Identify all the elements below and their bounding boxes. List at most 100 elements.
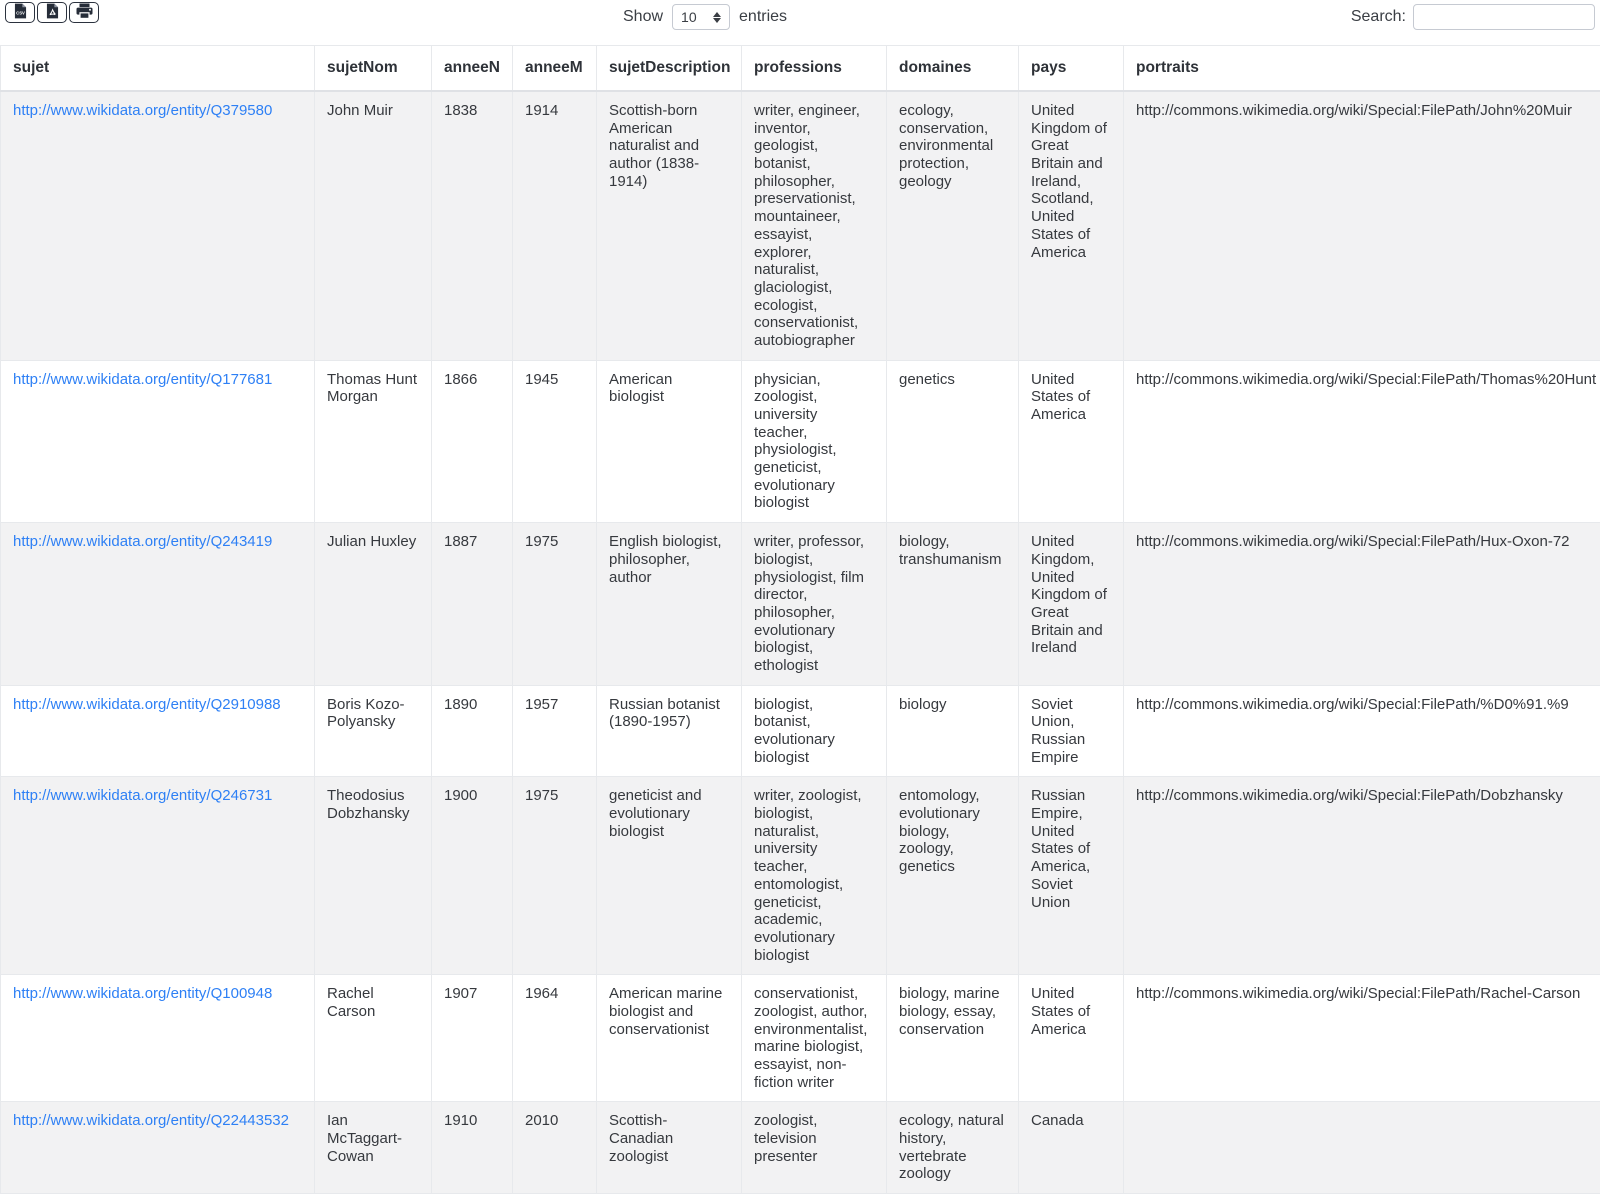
column-header-sujet[interactable]: sujet	[0, 45, 315, 92]
cell-pays: United Kingdom of Great Britain and Irel…	[1018, 90, 1124, 361]
cell-anneem: 1957	[512, 684, 597, 778]
entries-label: entries	[739, 8, 788, 25]
cell-portraits: http://commons.wikimedia.org/wiki/Specia…	[1123, 359, 1600, 524]
pdf-file-icon	[46, 3, 59, 22]
wikidata-entity-link[interactable]: http://www.wikidata.org/entity/Q2910988	[13, 695, 281, 713]
cell-portraits: http://commons.wikimedia.org/wiki/Specia…	[1123, 776, 1600, 976]
show-label: Show	[623, 8, 664, 25]
table-row: http://www.wikidata.org/entity/Q243419 Ju…	[0, 522, 1600, 686]
cell-anneen: 1866	[431, 359, 513, 524]
cell-sujetnom: Ian McTaggart-Cowan	[314, 1101, 432, 1195]
wikidata-entity-link[interactable]: http://www.wikidata.org/entity/Q243419	[13, 533, 273, 551]
wikidata-entity-link[interactable]: http://www.wikidata.org/entity/Q22443532	[13, 1112, 289, 1130]
cell-anneen: 1887	[431, 522, 513, 686]
cell-anneem: 1975	[512, 522, 597, 686]
cell-portraits: http://commons.wikimedia.org/wiki/Specia…	[1123, 684, 1600, 778]
cell-sujetnom: Rachel Carson	[314, 974, 432, 1103]
cell-professions: writer, engineer, inventor, geologist, b…	[741, 90, 887, 361]
column-header-sujetdescription[interactable]: sujetDescription	[596, 45, 742, 92]
cell-sujetdescription: American biologist	[596, 359, 742, 524]
page-length-control: Show 10 entries	[623, 4, 787, 30]
cell-sujet: http://www.wikidata.org/entity/Q177681	[0, 359, 315, 524]
search-label: Search:	[1350, 8, 1406, 25]
cell-pays: Soviet Union, Russian Empire	[1018, 684, 1124, 778]
cell-professions: zoologist, television presenter	[741, 1101, 887, 1195]
column-header-anneen[interactable]: anneeN	[431, 45, 513, 92]
svg-text:CSV: CSV	[16, 11, 25, 16]
cell-sujetdescription: American marine biologist and conservati…	[596, 974, 742, 1103]
wikidata-entity-link[interactable]: http://www.wikidata.org/entity/Q100948	[13, 985, 273, 1003]
column-header-domaines[interactable]: domaines	[886, 45, 1019, 92]
cell-domaines: ecology, conservation, environmental pro…	[886, 90, 1019, 361]
column-header-pays[interactable]: pays	[1018, 45, 1124, 92]
column-header-anneem[interactable]: anneeM	[512, 45, 597, 92]
cell-anneen: 1907	[431, 974, 513, 1103]
pdf-export-button[interactable]	[37, 2, 67, 23]
cell-sujetnom: Boris Kozo-Polyansky	[314, 684, 432, 778]
table-row: http://www.wikidata.org/entity/Q246731 Th…	[0, 776, 1600, 976]
cell-anneen: 1838	[431, 90, 513, 361]
cell-sujet: http://www.wikidata.org/entity/Q379580	[0, 90, 315, 361]
cell-sujetdescription: Scottish-born American naturalist and au…	[596, 90, 742, 361]
cell-anneen: 1890	[431, 684, 513, 778]
cell-domaines: biology, transhumanism	[886, 522, 1019, 686]
cell-portraits: http://commons.wikimedia.org/wiki/Specia…	[1123, 90, 1600, 361]
wikidata-entity-link[interactable]: http://www.wikidata.org/entity/Q379580	[13, 102, 273, 119]
cell-domaines: genetics	[886, 359, 1019, 524]
wikidata-entity-link[interactable]: http://www.wikidata.org/entity/Q246731	[13, 787, 273, 805]
table-row: http://www.wikidata.org/entity/Q379580 Jo…	[0, 90, 1600, 361]
cell-pays: United States of America	[1018, 974, 1124, 1103]
print-button[interactable]	[69, 2, 99, 23]
wikidata-entity-link[interactable]: http://www.wikidata.org/entity/Q177681	[13, 370, 273, 388]
column-header-professions[interactable]: professions	[741, 45, 887, 92]
cell-domaines: entomology, evolutionary biology, zoolog…	[886, 776, 1019, 976]
csv-file-icon: CSV	[14, 3, 27, 22]
select-arrows-icon	[713, 11, 722, 23]
cell-sujet: http://www.wikidata.org/entity/Q22443532	[0, 1101, 315, 1195]
column-header-portraits[interactable]: portraits	[1123, 45, 1600, 92]
printer-icon	[76, 3, 93, 22]
cell-sujetnom: Thomas Hunt Morgan	[314, 359, 432, 524]
search-control: Search:	[1351, 4, 1595, 30]
export-button-group: CSV	[5, 2, 99, 23]
column-header-sujetnom[interactable]: sujetNom	[314, 45, 432, 92]
cell-domaines: biology, marine biology, essay, conserva…	[886, 974, 1019, 1103]
page-length-value: 10	[681, 9, 697, 25]
cell-sujetdescription: English biologist, philosopher, author	[596, 522, 742, 686]
search-input[interactable]	[1413, 4, 1595, 30]
cell-sujetnom: Theodosius Dobzhansky	[314, 776, 432, 976]
cell-anneem: 1914	[512, 90, 597, 361]
cell-domaines: biology	[886, 684, 1019, 778]
cell-anneem: 2010	[512, 1101, 597, 1195]
cell-sujet: http://www.wikidata.org/entity/Q243419	[0, 522, 315, 686]
cell-anneen: 1900	[431, 776, 513, 976]
cell-pays: Canada	[1018, 1101, 1124, 1195]
cell-pays: United Kingdom, United Kingdom of Great …	[1018, 522, 1124, 686]
cell-sujetdescription: Scottish-Canadian zoologist	[596, 1101, 742, 1195]
cell-sujetnom: John Muir	[314, 90, 432, 361]
datatable-toolbar: CSV Sho	[0, 0, 1600, 45]
cell-sujet: http://www.wikidata.org/entity/Q246731	[0, 776, 315, 976]
cell-anneem: 1945	[512, 359, 597, 524]
cell-pays: United States of America	[1018, 359, 1124, 524]
cell-anneen: 1910	[431, 1101, 513, 1195]
cell-domaines: ecology, natural history, vertebrate zoo…	[886, 1101, 1019, 1195]
table-row: http://www.wikidata.org/entity/Q22443532…	[0, 1101, 1600, 1195]
cell-anneem: 1964	[512, 974, 597, 1103]
results-table: sujet sujetNom anneeN anneeM sujetDescri…	[0, 45, 1600, 1195]
cell-sujetdescription: Russian botanist (1890-1957)	[596, 684, 742, 778]
table-row: http://www.wikidata.org/entity/Q2910988 B…	[0, 684, 1600, 778]
page-length-select[interactable]: 10	[672, 4, 731, 30]
cell-sujet: http://www.wikidata.org/entity/Q100948	[0, 974, 315, 1103]
table-header-row: sujet sujetNom anneeN anneeM sujetDescri…	[0, 45, 1600, 92]
cell-professions: writer, zoologist, biologist, naturalist…	[741, 776, 887, 976]
cell-professions: writer, professor, biologist, physiologi…	[741, 522, 887, 686]
cell-professions: physician, zoologist, university teacher…	[741, 359, 887, 524]
cell-professions: biologist, botanist, evolutionary biolog…	[741, 684, 887, 778]
cell-portraits	[1123, 1101, 1600, 1195]
cell-sujetdescription: geneticist and evolutionary biologist	[596, 776, 742, 976]
cell-sujet: http://www.wikidata.org/entity/Q2910988	[0, 684, 315, 778]
cell-portraits: http://commons.wikimedia.org/wiki/Specia…	[1123, 522, 1600, 686]
cell-pays: Russian Empire, United States of America…	[1018, 776, 1124, 976]
csv-export-button[interactable]: CSV	[5, 2, 35, 23]
